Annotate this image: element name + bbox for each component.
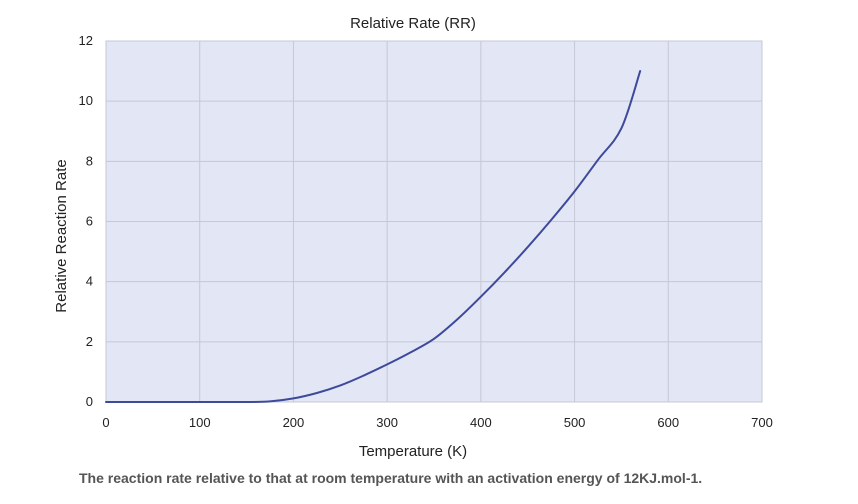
x-tick-label: 500 (564, 415, 586, 430)
x-tick-label: 0 (102, 415, 109, 430)
y-tick-label: 4 (86, 274, 93, 289)
x-tick-label: 700 (751, 415, 773, 430)
chart-title: Relative Rate (RR) (350, 15, 476, 32)
x-tick-label: 300 (376, 415, 398, 430)
x-tick-label: 600 (657, 415, 679, 430)
x-tick-label: 100 (189, 415, 211, 430)
x-axis-title: Temperature (K) (359, 443, 467, 460)
y-tick-label: 12 (79, 33, 93, 48)
plot-border (105, 40, 763, 403)
y-tick-label: 8 (86, 153, 93, 168)
figure-caption: The reaction rate relative to that at ro… (79, 470, 703, 486)
y-tick-label: 10 (79, 93, 93, 108)
y-axis-title: Relative Reaction Rate (53, 159, 70, 312)
line-chart: 0 100 200 300 400 500 600 700 0 2 4 6 8 10 12 Relative… (53, 15, 773, 460)
series-line (105, 70, 642, 404)
y-tick-label: 0 (86, 394, 93, 409)
x-tick-label: 400 (470, 415, 492, 430)
y-tick-label: 6 (86, 214, 93, 229)
x-tick-label: 200 (283, 415, 305, 430)
y-tick-label: 2 (86, 334, 93, 349)
